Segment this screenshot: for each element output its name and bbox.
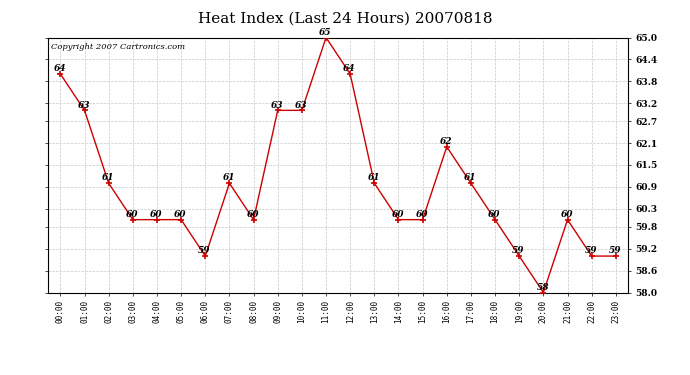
Text: 60: 60 (415, 210, 428, 219)
Text: 60: 60 (488, 210, 501, 219)
Text: 59: 59 (198, 246, 211, 255)
Text: 60: 60 (150, 210, 163, 219)
Text: 60: 60 (126, 210, 139, 219)
Text: 64: 64 (343, 64, 356, 73)
Text: 65: 65 (319, 28, 332, 37)
Text: 59: 59 (609, 246, 622, 255)
Text: 64: 64 (53, 64, 66, 73)
Text: 60: 60 (174, 210, 187, 219)
Text: 59: 59 (512, 246, 525, 255)
Text: 61: 61 (367, 173, 380, 182)
Text: 61: 61 (222, 173, 235, 182)
Text: 59: 59 (584, 246, 598, 255)
Text: 63: 63 (270, 100, 284, 109)
Text: 62: 62 (440, 137, 453, 146)
Text: 58: 58 (536, 283, 549, 292)
Text: 61: 61 (464, 173, 477, 182)
Text: Heat Index (Last 24 Hours) 20070818: Heat Index (Last 24 Hours) 20070818 (198, 11, 492, 25)
Text: 60: 60 (560, 210, 573, 219)
Text: Copyright 2007 Cartronics.com: Copyright 2007 Cartronics.com (51, 43, 186, 51)
Text: 60: 60 (246, 210, 259, 219)
Text: 61: 61 (101, 173, 115, 182)
Text: 60: 60 (391, 210, 404, 219)
Text: 63: 63 (295, 100, 308, 109)
Text: 63: 63 (77, 100, 90, 109)
